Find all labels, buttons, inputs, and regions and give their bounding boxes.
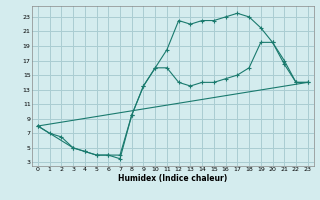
X-axis label: Humidex (Indice chaleur): Humidex (Indice chaleur) [118,174,228,183]
